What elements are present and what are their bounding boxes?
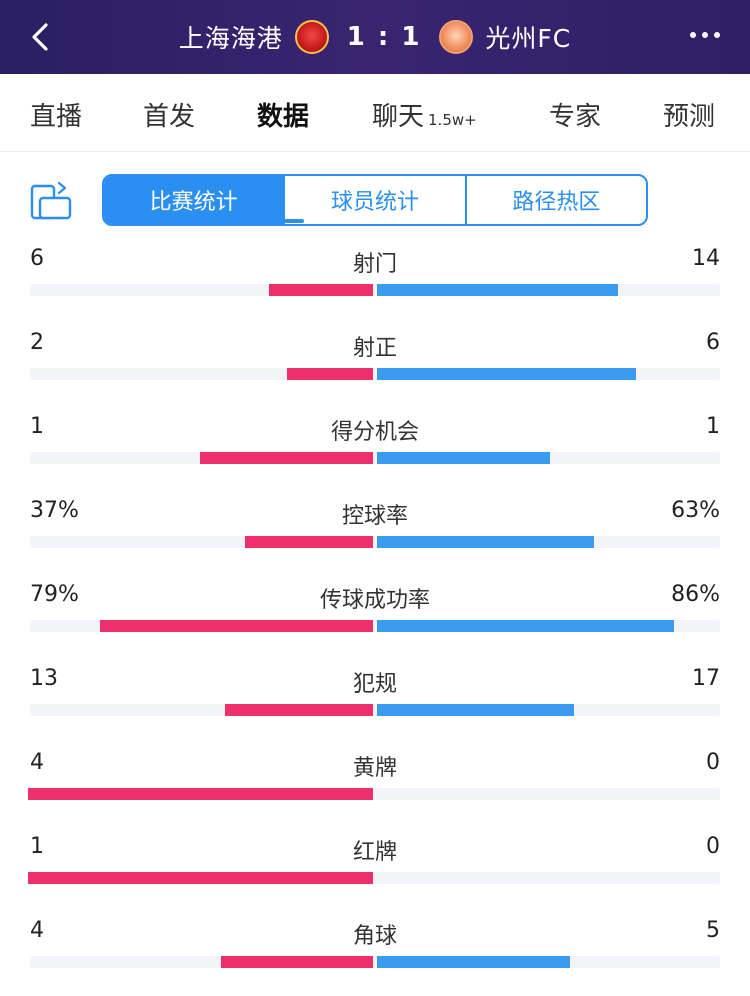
tab-data[interactable]: 数据 [257, 96, 309, 133]
away-stat-bar [377, 956, 570, 968]
home-stat-bar [28, 788, 373, 800]
home-stat-bar [100, 620, 373, 632]
segment-match-stats[interactable]: 比赛统计 [104, 176, 284, 224]
away-stat-bar [377, 284, 618, 296]
home-stat-value: 79% [30, 582, 79, 607]
away-stat-value: 0 [706, 750, 720, 775]
tab-label: 首发 [143, 102, 196, 132]
away-team-logo-icon[interactable] [439, 20, 474, 54]
home-stat-bar [28, 872, 373, 884]
more-options-icon[interactable] [690, 32, 720, 38]
away-team-name[interactable]: 光州FC [485, 24, 572, 53]
back-icon[interactable] [22, 17, 62, 57]
home-stat-value: 4 [30, 750, 44, 775]
away-stat-value: 86% [671, 582, 720, 607]
stat-row: 6 射门 14 [0, 240, 750, 324]
away-stat-bar [377, 452, 550, 464]
stat-label: 射正 [352, 336, 397, 361]
match-header: 上海海港 1 : 1 光州FC [0, 0, 750, 74]
stat-bar-track [30, 704, 720, 716]
home-stat-value: 4 [30, 918, 44, 943]
tab-label: 数据 [257, 102, 310, 132]
away-stat-bar [377, 704, 574, 716]
home-stat-value: 1 [30, 834, 44, 859]
away-stat-bar [377, 536, 594, 548]
home-stat-value: 6 [30, 246, 44, 271]
segment-player-stats[interactable]: 球员统计 [283, 176, 464, 224]
tab-label: 预测 [663, 102, 716, 132]
home-stat-value: 2 [30, 330, 44, 355]
home-stat-bar [287, 368, 373, 380]
match-score: 1 : 1 [346, 22, 422, 52]
match-tabs: 直播 首发 数据 聊天 1.5w+ 专家 预测 [0, 74, 750, 223]
stat-row: 1 红牌 0 [0, 828, 750, 912]
stat-label: 控球率 [341, 504, 408, 529]
away-stat-value: 6 [706, 330, 720, 355]
stat-bar-track [30, 536, 720, 548]
away-stat-bar [377, 620, 674, 632]
home-team-logo-icon[interactable] [294, 20, 329, 54]
tab-label: 聊天 [372, 102, 425, 132]
tab-chat[interactable]: 聊天 1.5w+ [372, 96, 477, 133]
away-stat-value: 0 [706, 834, 720, 859]
stat-label: 射门 [352, 252, 397, 277]
stat-label: 传球成功率 [319, 588, 430, 613]
stat-row: 13 犯规 17 [0, 660, 750, 744]
away-stat-bar [377, 368, 636, 380]
stat-label: 红牌 [352, 840, 397, 865]
stats-segment-control: 比赛统计 球员统计 路径热区 [102, 174, 648, 226]
stat-row: 4 角球 5 [0, 912, 750, 996]
stat-label: 角球 [352, 924, 397, 949]
home-stat-bar [225, 704, 373, 716]
away-stat-value: 1 [706, 414, 720, 439]
segment-heatmap[interactable]: 路径热区 [464, 176, 646, 224]
home-stat-bar [269, 284, 373, 296]
home-stat-bar [200, 452, 373, 464]
away-stat-value: 63% [671, 498, 720, 523]
tab-lineup[interactable]: 首发 [143, 96, 195, 133]
home-stat-value: 1 [30, 414, 44, 439]
home-team-name[interactable]: 上海海港 [178, 24, 283, 53]
stat-bar-track [30, 956, 720, 968]
home-stat-bar [221, 956, 373, 968]
stat-bar-track [30, 452, 720, 464]
stat-row: 2 射正 6 [0, 324, 750, 408]
stat-row: 37% 控球率 63% [0, 492, 750, 576]
away-stat-value: 5 [706, 918, 720, 943]
away-stat-value: 17 [692, 666, 720, 691]
tab-prediction[interactable]: 预测 [663, 96, 715, 133]
stat-row: 4 黄牌 0 [0, 744, 750, 828]
stat-row: 1 得分机会 1 [0, 408, 750, 492]
tab-label: 直播 [30, 102, 83, 132]
away-stat-value: 14 [692, 246, 720, 271]
tab-experts[interactable]: 专家 [549, 96, 601, 133]
chat-count: 1.5w+ [428, 111, 477, 129]
stat-label: 得分机会 [330, 420, 419, 445]
match-summary: 上海海港 1 : 1 光州FC [0, 0, 750, 74]
stat-row: 79% 传球成功率 86% [0, 576, 750, 660]
home-stat-bar [245, 536, 373, 548]
stat-label: 黄牌 [352, 756, 397, 781]
tab-label: 专家 [549, 102, 602, 132]
stat-label: 犯规 [352, 672, 397, 697]
tab-live[interactable]: 直播 [30, 96, 82, 133]
stats-list: 6 射门 14 2 射正 6 1 得分机会 1 37% 控球率 63% 79% 传球成功率 86% 13 犯规 1… [0, 240, 750, 996]
home-stat-value: 37% [30, 498, 79, 523]
home-stat-value: 13 [30, 666, 58, 691]
layout-switch-icon[interactable] [29, 180, 73, 222]
